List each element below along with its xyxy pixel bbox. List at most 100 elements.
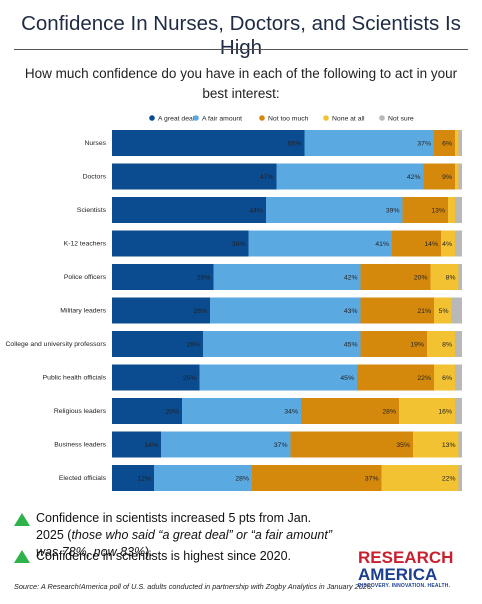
bar-segment xyxy=(455,130,459,156)
bar-segment xyxy=(423,163,455,190)
value-label: 14% xyxy=(144,442,158,449)
value-label: 22% xyxy=(442,475,456,482)
bar-segment xyxy=(154,465,252,491)
value-label: 16% xyxy=(438,408,452,415)
category-label: Elected officials xyxy=(59,475,107,482)
bar-segment xyxy=(434,130,455,156)
value-label: 39% xyxy=(232,241,246,248)
bar-segment xyxy=(112,398,182,424)
value-label: 9% xyxy=(442,174,452,181)
bar-segment xyxy=(199,364,357,391)
category-label: Public health officials xyxy=(43,374,107,381)
value-label: 26% xyxy=(186,341,200,348)
logo-line: AMERICA xyxy=(358,565,438,584)
bar-segment xyxy=(458,163,462,190)
legend-swatch xyxy=(259,115,265,121)
value-label: 28% xyxy=(193,308,207,315)
bar-segment xyxy=(357,364,434,391)
source: Source: A Research!America poll of U.S. … xyxy=(14,582,373,591)
bar-segment xyxy=(434,297,452,324)
bar-segment xyxy=(161,431,291,458)
bar-segment xyxy=(458,264,462,290)
value-label: 20% xyxy=(414,274,428,281)
bar-segment xyxy=(290,431,413,458)
bar-segment xyxy=(304,130,434,156)
category-label: Doctors xyxy=(83,173,107,180)
title: Confidence In Nurses, Doctors, and Scien… xyxy=(21,12,461,59)
bar-segment xyxy=(112,230,249,257)
value-label: 12% xyxy=(137,475,151,482)
bar-segment xyxy=(360,264,431,290)
value-label: 28% xyxy=(382,408,396,415)
bar-segment xyxy=(301,398,399,424)
note-text: Confidence in scientists increased 5 pts… xyxy=(36,511,312,542)
legend-label: Not too much xyxy=(268,115,309,122)
value-label: 55% xyxy=(288,140,302,147)
value-label: 22% xyxy=(417,375,431,382)
value-label: 21% xyxy=(417,308,431,315)
value-label: 6% xyxy=(442,140,452,147)
value-label: 8% xyxy=(446,274,456,281)
legend-swatch xyxy=(193,115,199,121)
bar-segment xyxy=(448,197,455,223)
bar-segment xyxy=(112,163,277,190)
value-label: 29% xyxy=(197,274,211,281)
logo-tagline: DISCOVERY. INNOVATION. HEALTH. xyxy=(358,583,451,589)
bar-segment xyxy=(427,331,455,357)
logo: RESEARCH AMERICA DISCOVERY. INNOVATION. … xyxy=(358,549,468,589)
value-label: 37% xyxy=(417,140,431,147)
value-label: 35% xyxy=(396,442,410,449)
bar-segment xyxy=(182,398,301,424)
value-label: 45% xyxy=(340,375,354,382)
bar-segment xyxy=(413,431,459,458)
value-label: 43% xyxy=(344,308,358,315)
bar-segment xyxy=(112,264,214,290)
value-label: 25% xyxy=(183,375,197,382)
value-label: 13% xyxy=(431,207,445,214)
up-triangle xyxy=(14,513,30,526)
bar-segment xyxy=(434,364,455,391)
bar-segment xyxy=(248,230,392,257)
value-label: 28% xyxy=(235,475,249,482)
bar-segment xyxy=(276,163,424,190)
value-label: 20% xyxy=(165,408,179,415)
bar-segment xyxy=(458,465,462,491)
bar-segment xyxy=(451,297,462,324)
value-label: 39% xyxy=(386,207,400,214)
value-label: 8% xyxy=(442,341,452,348)
bar-segment xyxy=(112,297,210,324)
value-label: 19% xyxy=(410,341,424,348)
logo-line: RESEARCH xyxy=(358,548,454,567)
note-text: those who said “a great deal” or “a fair… xyxy=(36,528,332,559)
bar-segment xyxy=(455,364,462,391)
bar-segment xyxy=(112,465,154,491)
value-label: 5% xyxy=(439,308,449,315)
subtitle: How much confidence do you have in each … xyxy=(24,66,458,101)
bar-segment xyxy=(455,163,459,190)
bar-segment xyxy=(381,465,459,491)
bar-segment xyxy=(399,398,455,424)
title-rule xyxy=(14,49,468,50)
category-label: Religious leaders xyxy=(54,408,107,415)
value-label: 4% xyxy=(442,241,452,248)
value-label: 44% xyxy=(249,207,263,214)
note: Confidence in scientists is highest sinc… xyxy=(36,548,336,565)
bar-segment xyxy=(112,331,203,357)
bar-segment xyxy=(455,398,462,424)
bar-segment xyxy=(455,197,462,223)
bar-segment xyxy=(266,197,403,223)
value-label: 37% xyxy=(365,475,379,482)
legend-label: None at all xyxy=(332,115,365,122)
value-label: 37% xyxy=(274,442,288,449)
bar-segment xyxy=(210,297,361,324)
value-label: 14% xyxy=(424,241,438,248)
value-label: 6% xyxy=(442,375,452,382)
bar-segment xyxy=(112,364,200,391)
bar-segment xyxy=(455,230,462,257)
note-text: Confidence in scientists is highest sinc… xyxy=(36,549,292,563)
legend-label: A great deal xyxy=(158,115,195,122)
bar-segment xyxy=(402,197,448,223)
category-label: Business leaders xyxy=(54,441,106,448)
bar-segment xyxy=(203,331,361,357)
legend-swatch xyxy=(149,115,155,121)
